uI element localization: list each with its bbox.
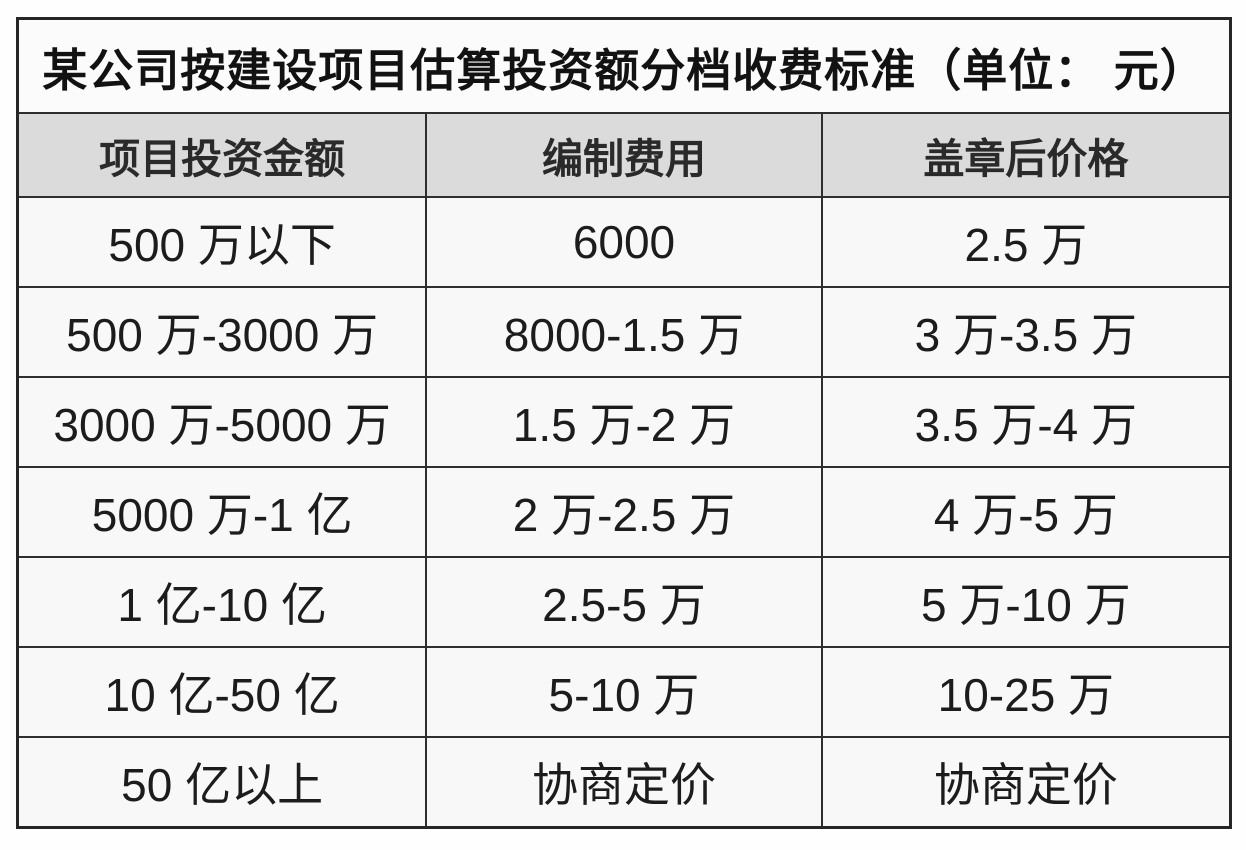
table-row: 500 万以下 6000 2.5 万 [16, 196, 1232, 288]
table-row: 1 亿-10 亿 2.5-5 万 5 万-10 万 [16, 556, 1232, 648]
cell-stamped-price: 5 万-10 万 [820, 556, 1232, 648]
header-row: 项目投资金额 编制费用 盖章后价格 [16, 112, 1232, 198]
cell-investment-range: 1 亿-10 亿 [16, 556, 428, 648]
table-row: 3000 万-5000 万 1.5 万-2 万 3.5 万-4 万 [16, 376, 1232, 468]
cell-investment-range: 50 亿以上 [16, 736, 428, 829]
column-header-stamped-price: 盖章后价格 [820, 112, 1232, 198]
cell-preparation-fee: 2.5-5 万 [425, 556, 823, 648]
table-row: 50 亿以上 协商定价 协商定价 [16, 736, 1232, 829]
table-row: 500 万-3000 万 8000-1.5 万 3 万-3.5 万 [16, 286, 1232, 378]
cell-investment-range: 10 亿-50 亿 [16, 646, 428, 738]
cell-preparation-fee: 6000 [425, 196, 823, 288]
cell-stamped-price: 协商定价 [820, 736, 1232, 829]
column-header-preparation-fee: 编制费用 [425, 112, 823, 198]
cell-stamped-price: 2.5 万 [820, 196, 1232, 288]
cell-preparation-fee: 协商定价 [425, 736, 823, 829]
cell-investment-range: 500 万以下 [16, 196, 428, 288]
cell-preparation-fee: 2 万-2.5 万 [425, 466, 823, 558]
cell-preparation-fee: 5-10 万 [425, 646, 823, 738]
cell-stamped-price: 4 万-5 万 [820, 466, 1232, 558]
cell-stamped-price: 10-25 万 [820, 646, 1232, 738]
table-row: 5000 万-1 亿 2 万-2.5 万 4 万-5 万 [16, 466, 1232, 558]
cell-investment-range: 5000 万-1 亿 [16, 466, 428, 558]
cell-preparation-fee: 1.5 万-2 万 [425, 376, 823, 468]
title-row: 某公司按建设项目估算投资额分档收费标准（单位： 元） [16, 17, 1232, 114]
table-title: 某公司按建设项目估算投资额分档收费标准（单位： 元） [16, 17, 1232, 114]
table-row: 10 亿-50 亿 5-10 万 10-25 万 [16, 646, 1232, 738]
cell-stamped-price: 3.5 万-4 万 [820, 376, 1232, 468]
cell-investment-range: 500 万-3000 万 [16, 286, 428, 378]
cell-preparation-fee: 8000-1.5 万 [425, 286, 823, 378]
cell-investment-range: 3000 万-5000 万 [16, 376, 428, 468]
fee-standard-table: 某公司按建设项目估算投资额分档收费标准（单位： 元） 项目投资金额 编制费用 盖… [16, 17, 1232, 829]
cell-stamped-price: 3 万-3.5 万 [820, 286, 1232, 378]
column-header-investment-amount: 项目投资金额 [16, 112, 428, 198]
